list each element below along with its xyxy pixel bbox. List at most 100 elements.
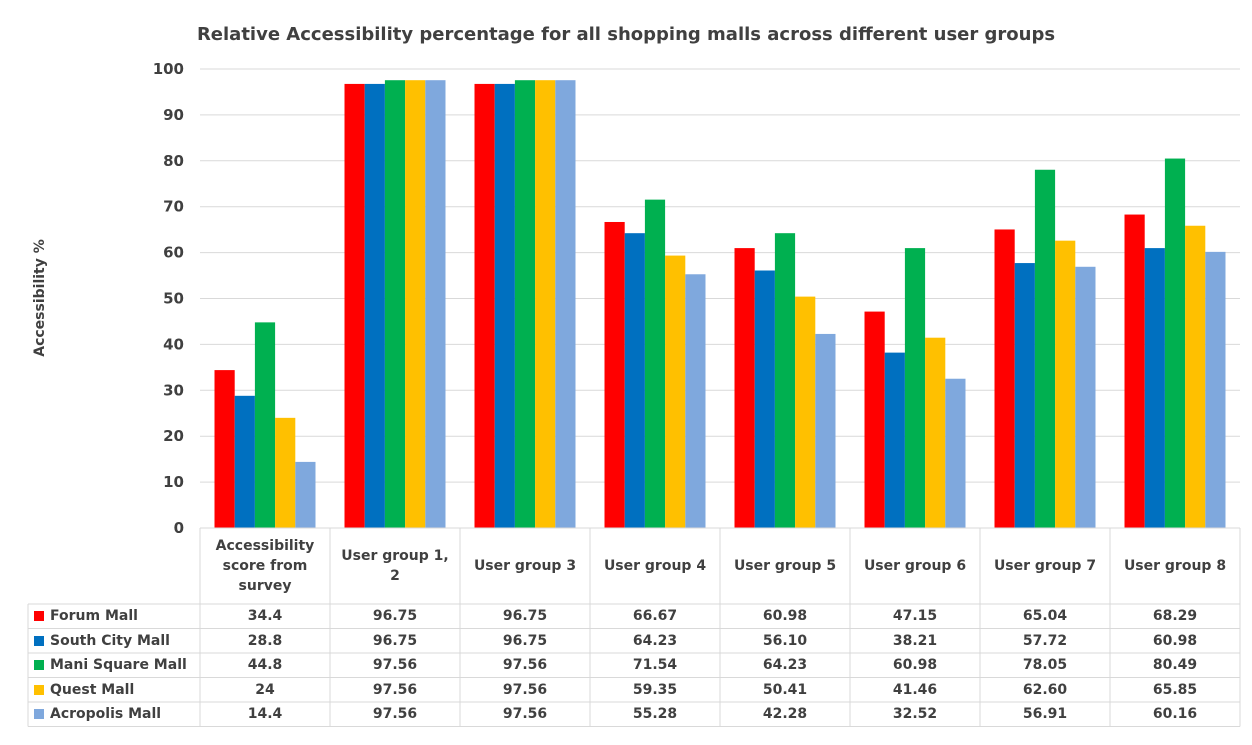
data-label: 60.98	[762, 608, 808, 625]
bar	[364, 83, 385, 528]
data-label: 71.54	[632, 657, 678, 674]
data-label: 56.91	[1022, 706, 1068, 723]
legend-entry: Mani Square Mall	[34, 653, 187, 678]
bar	[474, 83, 495, 528]
data-label: 47.15	[892, 608, 938, 625]
data-label: 59.35	[632, 681, 678, 698]
y-tick-label: 40	[163, 335, 184, 353]
data-label: 42.28	[762, 706, 808, 723]
legend-swatch	[34, 635, 44, 646]
data-label: 97.56	[502, 657, 548, 674]
data-label: 28.8	[247, 632, 283, 649]
legend-swatch	[34, 709, 44, 720]
legend-label: South City Mall	[50, 632, 170, 649]
data-label: 97.56	[372, 681, 418, 698]
legend-label: Quest Mall	[50, 681, 135, 698]
data-label: 57.72	[1022, 632, 1068, 649]
data-label: 96.75	[502, 632, 548, 649]
data-label: 24	[255, 681, 275, 698]
bar	[214, 370, 235, 528]
data-label: 65.04	[1022, 608, 1068, 625]
bar	[864, 311, 885, 528]
bar	[884, 352, 905, 528]
data-label: 64.23	[632, 632, 678, 649]
bar	[774, 233, 796, 528]
y-tick-label: 0	[174, 519, 184, 537]
data-label: 64.23	[762, 657, 808, 674]
y-tick-label: 90	[163, 106, 184, 124]
data-label: 44.8	[247, 657, 283, 674]
bar	[535, 80, 556, 529]
x-tick-label: User group 5	[733, 558, 837, 574]
data-label: 60.98	[1152, 632, 1198, 649]
bar	[295, 461, 316, 528]
legend-label: Acropolis Mall	[50, 706, 162, 723]
bar	[1205, 251, 1226, 528]
bar	[754, 270, 775, 528]
data-label: 56.10	[762, 632, 808, 649]
legend-label: Forum Mall	[50, 608, 138, 625]
bar	[405, 80, 426, 529]
data-label: 97.56	[372, 657, 418, 674]
bar	[275, 417, 296, 528]
x-tick-label: User group 6	[863, 558, 967, 574]
data-label: 60.98	[892, 657, 938, 674]
data-label: 38.21	[892, 632, 938, 649]
x-tick-label: Accessibility score from survey	[215, 538, 315, 594]
data-label: 96.75	[372, 632, 418, 649]
bar	[1144, 248, 1165, 528]
bar	[1124, 214, 1145, 529]
legend-entry: South City Mall	[34, 629, 170, 654]
y-tick-label: 60	[163, 244, 184, 262]
data-label: 60.16	[1152, 706, 1198, 723]
x-tick-label: User group 1, 2	[341, 548, 449, 584]
bar	[815, 333, 836, 528]
x-tick-label: User group 4	[603, 558, 707, 574]
legend-swatch	[34, 660, 44, 671]
y-tick-label: 50	[163, 290, 184, 308]
bar	[1164, 158, 1186, 528]
legend-swatch	[34, 684, 44, 695]
legend-label: Mani Square Mall	[50, 657, 187, 674]
data-label: 66.67	[632, 608, 678, 625]
data-label: 97.56	[372, 706, 418, 723]
data-label: 41.46	[892, 681, 938, 698]
bar	[234, 395, 255, 528]
data-label: 14.4	[247, 706, 283, 723]
data-label: 96.75	[372, 608, 418, 625]
legend-entry: Forum Mall	[34, 604, 138, 629]
data-label: 68.29	[1152, 608, 1198, 625]
bar	[555, 80, 576, 529]
bar	[1075, 266, 1096, 528]
bar	[425, 80, 446, 529]
data-label: 97.56	[502, 706, 548, 723]
y-tick-label: 100	[153, 60, 184, 78]
bar	[644, 199, 666, 528]
y-tick-label: 80	[163, 152, 184, 170]
data-label: 32.52	[892, 706, 938, 723]
data-label: 50.41	[762, 681, 808, 698]
data-label: 62.60	[1022, 681, 1068, 698]
data-label: 34.4	[247, 608, 283, 625]
bar	[344, 83, 365, 528]
y-tick-label: 70	[163, 198, 184, 216]
legend-entry: Acropolis Mall	[34, 702, 161, 727]
bar	[624, 233, 645, 528]
bar	[514, 80, 536, 529]
bar	[734, 248, 755, 528]
legend-swatch	[34, 611, 44, 622]
data-label: 55.28	[632, 706, 678, 723]
y-tick-label: 20	[163, 427, 184, 445]
data-label: 78.05	[1022, 657, 1068, 674]
y-tick-label: 30	[163, 381, 184, 399]
bar	[795, 296, 816, 528]
data-label: 80.49	[1152, 657, 1198, 674]
x-tick-label: User group 7	[993, 558, 1097, 574]
chart-title: Relative Accessibility percentage for al…	[196, 24, 1056, 45]
data-label: 96.75	[502, 608, 548, 625]
bar	[254, 322, 276, 528]
bar	[945, 378, 966, 528]
data-label: 65.85	[1152, 681, 1198, 698]
